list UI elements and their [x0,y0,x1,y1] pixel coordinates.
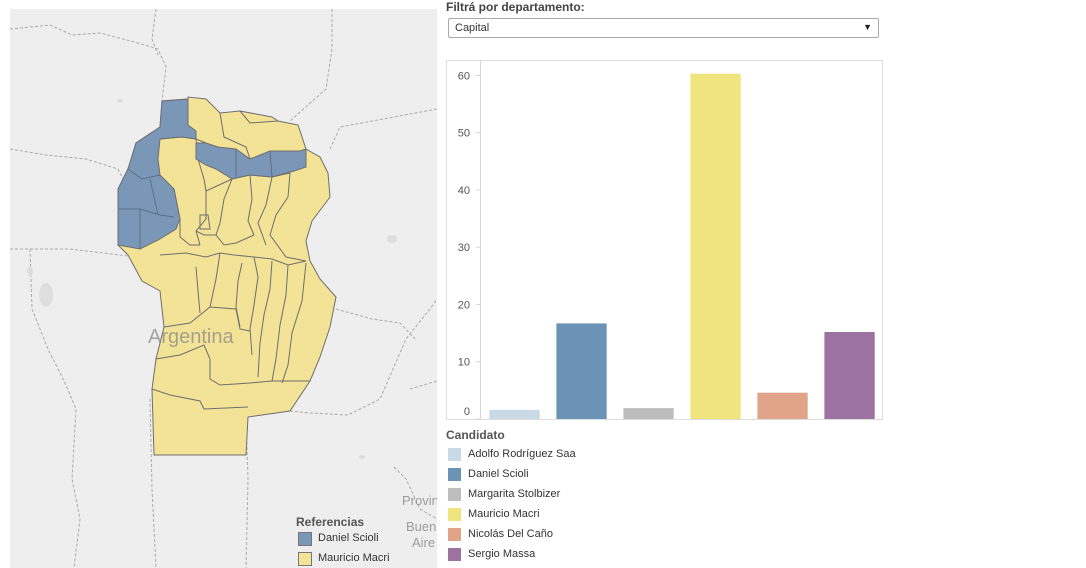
y-tick-label: 30 [458,242,470,254]
department-select[interactable]: Capital ▼ [448,18,879,38]
bar-sergio-massa[interactable] [824,332,875,419]
legend-label: Mauricio Macri [468,508,540,520]
map-canvas[interactable]: Argentina Provin Buen Aire [10,9,437,568]
legend-swatch [448,488,461,501]
legend-swatch [298,532,312,546]
bars [489,73,875,419]
legend-label: Mauricio Macri [318,552,390,564]
legend-swatch [448,528,461,541]
y-tick-label: 10 [458,357,470,369]
bar-daniel-scioli[interactable] [556,323,607,419]
department-select-value: Capital [455,22,490,34]
legend-swatch [448,448,461,461]
legend-label: Daniel Scioli [468,468,529,480]
country-label: Argentina [148,326,234,348]
legend-label: Margarita Stolbizer [468,488,561,500]
y-tick-label: 0 [464,406,470,418]
legend-label: Daniel Scioli [318,532,379,544]
legend-swatch [298,552,312,566]
legend-label: Adolfo Rodríguez Saa [468,448,576,460]
legend-label: Sergio Massa [468,548,536,560]
map-legend-title: Referencias [296,515,365,529]
y-tick-label: 60 [458,70,470,82]
bar-nicolas-del-cano[interactable] [757,392,808,419]
legend-swatch [448,508,461,521]
y-tick-label: 50 [458,128,470,140]
y-tick-label: 40 [458,185,470,197]
bar-adolfo-rodriguez-saa[interactable] [489,409,540,419]
bar-mauricio-macri[interactable] [690,73,741,419]
election-map[interactable]: Argentina Provin Buen Aire Referencias D… [10,9,437,568]
chevron-down-icon[interactable]: ▼ [863,22,872,32]
vote-bar-chart: 0 10 20 30 40 50 60 [446,60,883,420]
region-label-line: Buen [406,519,436,534]
legend-label: Nicolás Del Caño [468,528,553,540]
legend-swatch [448,468,461,481]
region-label-line: Aire [412,535,435,550]
province-departments[interactable] [117,96,337,456]
y-axis: 0 10 20 30 40 50 60 [458,70,480,420]
bar-margarita-stolbizer[interactable] [623,408,674,419]
candidate-legend-title: Candidato [446,428,505,442]
chart-canvas: 0 10 20 30 40 50 60 [446,60,883,420]
terrain [27,99,397,459]
y-tick-label: 20 [458,299,470,311]
chart-frame [446,60,883,420]
legend-swatch [448,548,461,561]
region-label: Provin Buen Aire [402,493,437,550]
region-label-line: Provin [402,493,437,508]
filter-label: Filtrá por departamento: [446,0,585,14]
